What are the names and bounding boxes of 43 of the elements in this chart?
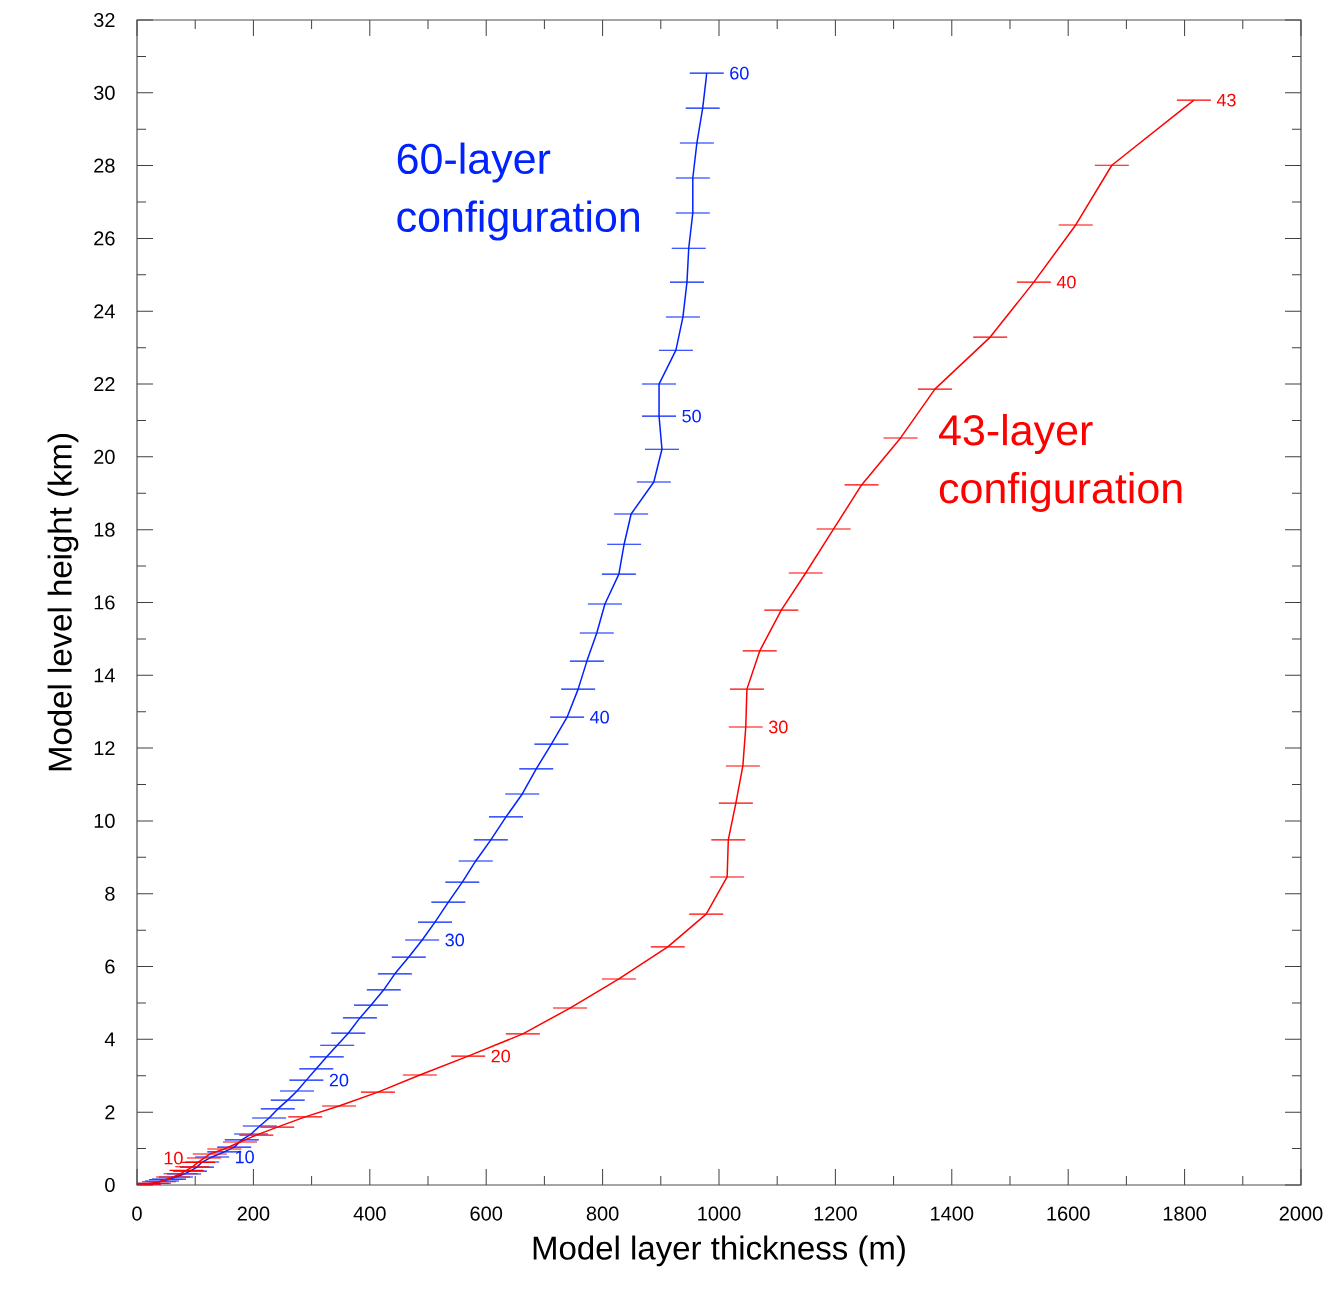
series-label: 60-layer configuration xyxy=(397,142,639,241)
legend-label: 43-layer configuration xyxy=(939,413,1182,513)
y-tick-label: 30 xyxy=(93,85,115,100)
x-tick-label: 2000 xyxy=(1279,1206,1323,1221)
x-tick-label: 1200 xyxy=(814,1206,857,1221)
y-tick-label: 22 xyxy=(94,377,115,392)
y-tick-label: 24 xyxy=(94,304,115,319)
x-tick-label: 800 xyxy=(586,1206,619,1221)
x-tick-label: 1400 xyxy=(931,1206,974,1221)
y-tick-label: 32 xyxy=(93,12,115,28)
annotation: 60 xyxy=(730,66,749,80)
x-tick-label: 200 xyxy=(237,1206,270,1221)
annotation: 10 xyxy=(164,1151,183,1165)
y-tick-label: 4 xyxy=(104,1032,115,1047)
annotation: 30 xyxy=(445,933,465,947)
x-tick-label: 1600 xyxy=(1047,1206,1090,1221)
annotation: 20 xyxy=(491,1049,511,1063)
y-tick-label: 20 xyxy=(94,449,115,464)
x-tick-label: 600 xyxy=(470,1206,503,1221)
y-tick-label: 2 xyxy=(105,1105,115,1120)
annotation: 10 xyxy=(235,1150,254,1164)
x-tick-label: 1000 xyxy=(698,1206,741,1221)
y-tick-label: 12 xyxy=(94,741,115,756)
x-tick-label: 400 xyxy=(353,1206,386,1221)
annotation: 30 xyxy=(768,720,788,734)
y-tick-label: 8 xyxy=(105,886,115,901)
y-tick-label: 6 xyxy=(105,959,115,974)
y-tick-label: 16 xyxy=(94,595,115,610)
y-tick-label: 10 xyxy=(94,813,115,828)
y-tick-label: 0 xyxy=(105,1177,115,1193)
y-tick-label: 26 xyxy=(94,231,115,246)
x-axis-title: Model layer thickness (m) xyxy=(533,1235,905,1267)
y-tick-label: 18 xyxy=(94,522,115,537)
annotation: 40 xyxy=(1056,275,1076,289)
y-tick-label: 28 xyxy=(94,158,115,173)
y-axis-title: Model level height (km) xyxy=(47,434,79,771)
annotation: 20 xyxy=(329,1073,349,1087)
x-tick-label: 1800 xyxy=(1163,1206,1207,1221)
annotation: 43 xyxy=(1216,93,1236,107)
annotation: 50 xyxy=(682,409,701,423)
x-tick-label: 0 xyxy=(132,1206,142,1221)
annotation: 40 xyxy=(590,710,609,724)
y-tick-label: 14 xyxy=(94,668,115,683)
